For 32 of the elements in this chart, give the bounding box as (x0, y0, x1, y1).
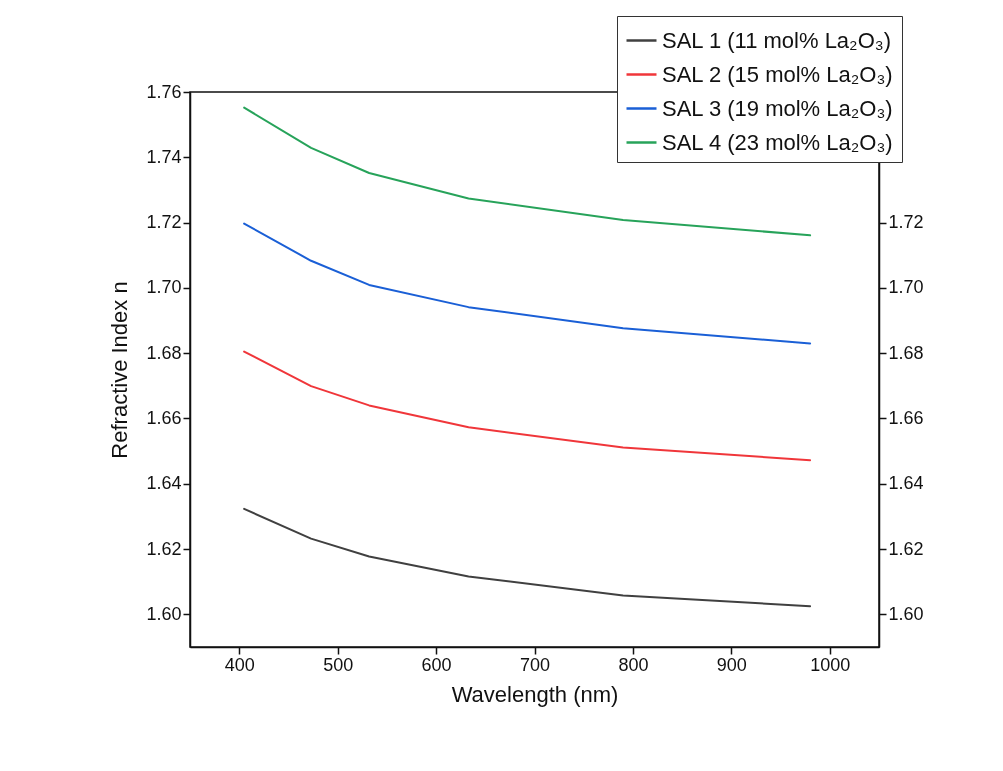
y2-tick-label: 1.64 (888, 473, 924, 494)
legend-label: SAL 4 (23 mol% La₂O₃) (662, 129, 893, 155)
y-tick-label: 1.74 (146, 146, 182, 167)
x-tick-label: 800 (618, 654, 649, 675)
y2-tick-label: 1.60 (888, 603, 924, 624)
x-tick-label: 1000 (810, 654, 851, 675)
y-tick-label: 1.64 (146, 473, 182, 494)
x-tick-label: 400 (224, 654, 255, 675)
y-tick-label: 1.62 (146, 538, 182, 559)
y-tick-label: 1.76 (146, 81, 182, 102)
legend-label: SAL 1 (11 mol% La₂O₃) (662, 27, 892, 53)
y-tick-label: 1.70 (146, 277, 182, 298)
legend-label: SAL 3 (19 mol% La₂O₃) (662, 95, 893, 121)
y-tick-label: 1.72 (146, 212, 182, 233)
x-tick-label: 600 (421, 654, 452, 675)
y2-tick-label: 1.62 (888, 538, 924, 559)
y2-tick-label: 1.72 (888, 212, 924, 233)
x-tick-label: 700 (519, 654, 551, 675)
legend-label: SAL 2 (15 mol% La₂O₃) (662, 61, 893, 87)
y-tick-label: 1.68 (146, 342, 182, 363)
y2-tick-label: 1.68 (888, 342, 924, 363)
line-series (243, 507, 812, 608)
line-series (243, 350, 812, 462)
line-series (243, 222, 812, 345)
y-axis-title: Refractive Index n (107, 281, 133, 459)
x-tick-label: 900 (716, 654, 747, 675)
x-axis-title: Wavelength (nm) (451, 681, 619, 707)
y-tick-label: 1.60 (146, 603, 182, 624)
y2-tick-label: 1.70 (888, 277, 924, 298)
y-tick-label: 1.66 (146, 407, 182, 428)
x-tick-label: 500 (323, 654, 354, 675)
y2-tick-label: 1.66 (888, 407, 924, 428)
